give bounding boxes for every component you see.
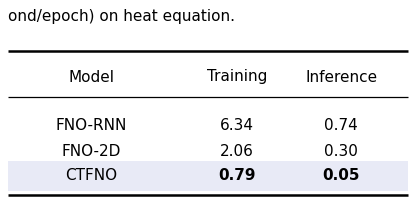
- Text: Inference: Inference: [305, 70, 377, 84]
- Text: 6.34: 6.34: [220, 118, 254, 134]
- Text: 0.30: 0.30: [324, 144, 358, 158]
- Text: FNO-RNN: FNO-RNN: [56, 118, 127, 134]
- Text: Model: Model: [69, 70, 114, 84]
- Text: Training: Training: [207, 70, 267, 84]
- Text: ond/epoch) on heat equation.: ond/epoch) on heat equation.: [8, 9, 235, 24]
- Text: FNO-2D: FNO-2D: [62, 144, 121, 158]
- Text: CTFNO: CTFNO: [65, 168, 118, 184]
- Text: 0.79: 0.79: [218, 168, 256, 184]
- Bar: [8, 161, 408, 191]
- Text: 0.74: 0.74: [324, 118, 358, 134]
- Text: 2.06: 2.06: [220, 144, 254, 158]
- Text: 0.05: 0.05: [322, 168, 360, 184]
